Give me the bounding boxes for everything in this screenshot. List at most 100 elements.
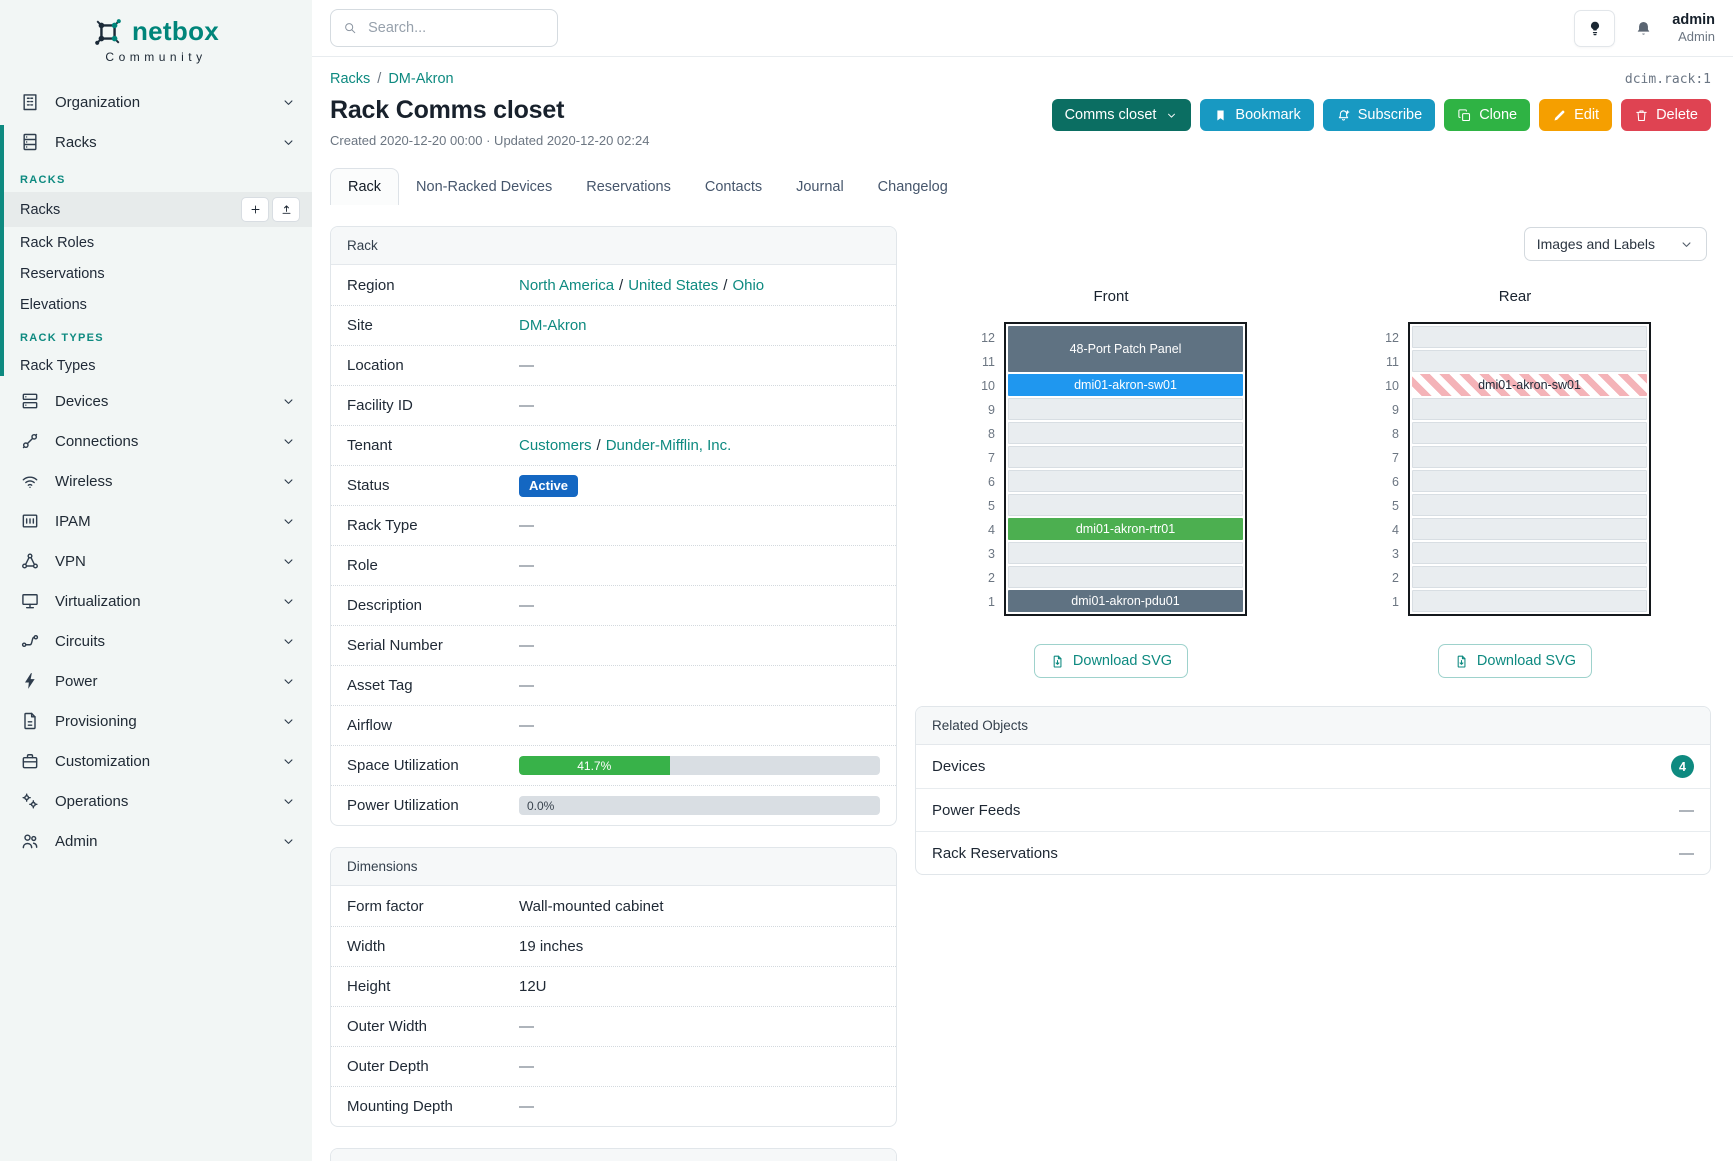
tab-contacts[interactable]: Contacts bbox=[704, 179, 763, 195]
subscribe-button[interactable]: Subscribe bbox=[1322, 99, 1436, 131]
rack-row-status: Status Active bbox=[331, 465, 896, 505]
unit-number: 2 bbox=[1392, 570, 1399, 585]
rear-download-svg-button[interactable]: Download SVG bbox=[1437, 644, 1593, 678]
tab-non-racked-devices[interactable]: Non-Racked Devices bbox=[416, 179, 553, 195]
comms-closet-button[interactable]: Comms closet bbox=[1051, 99, 1192, 131]
rack-panel-title: Rack bbox=[331, 227, 896, 265]
edit-button[interactable]: Edit bbox=[1539, 99, 1613, 131]
value-text: Wall-mounted cabinet bbox=[519, 897, 664, 915]
rear-elevation-title: Rear bbox=[1498, 288, 1532, 305]
search-input[interactable] bbox=[366, 19, 545, 37]
power-utilization-bar: 0.0% bbox=[519, 796, 880, 815]
sidebar-item-customization[interactable]: Customization bbox=[0, 741, 312, 781]
sidebar-item-provisioning[interactable]: Provisioning bbox=[0, 701, 312, 741]
link-united-states[interactable]: United States bbox=[628, 276, 719, 294]
sidebar-item-organization[interactable]: Organization bbox=[0, 82, 312, 122]
field-label: Tenant bbox=[347, 437, 393, 454]
sidebar-item-ipam[interactable]: IPAM bbox=[0, 501, 312, 541]
related-row-label: Rack Reservations bbox=[932, 844, 1058, 862]
field-label: Role bbox=[347, 557, 378, 574]
notifications-button[interactable] bbox=[1630, 15, 1657, 42]
field-value: — bbox=[519, 1098, 880, 1115]
sidebar-item-circuits[interactable]: Circuits bbox=[0, 621, 312, 661]
sidebar-item-virtualization[interactable]: Virtualization bbox=[0, 581, 312, 621]
sidebar-item-wireless[interactable]: Wireless bbox=[0, 461, 312, 501]
rack-device-48-port-patch-panel[interactable]: 48-Port Patch Panel bbox=[1008, 326, 1243, 372]
sidebar-section-racks: RACKS bbox=[20, 174, 66, 186]
elevation-view-select[interactable]: Images and Labels bbox=[1523, 227, 1707, 261]
file-download-icon bbox=[1457, 655, 1466, 668]
rack-empty-unit bbox=[1008, 422, 1243, 444]
progress-label: 0.0% bbox=[527, 798, 555, 813]
rack-device-dmi01-akron-rtr01[interactable]: dmi01-akron-rtr01 bbox=[1008, 518, 1243, 540]
link-north-america[interactable]: North America bbox=[519, 276, 615, 294]
unit-number: 5 bbox=[988, 498, 995, 513]
theme-toggle-button[interactable] bbox=[1574, 9, 1616, 47]
related-row-rack-reservations[interactable]: Rack Reservations — bbox=[916, 831, 1710, 874]
link-dunder-mifflin-inc[interactable]: Dunder-Mifflin, Inc. bbox=[605, 437, 732, 454]
racks-add-button[interactable] bbox=[241, 197, 269, 222]
sidebar-item-power[interactable]: Power bbox=[0, 661, 312, 701]
sidebar-item-vpn[interactable]: VPN bbox=[0, 541, 312, 581]
unit-number: 10 bbox=[1385, 378, 1399, 393]
global-search[interactable] bbox=[330, 9, 558, 47]
unit-number: 4 bbox=[1392, 522, 1399, 537]
delete-button[interactable]: Delete bbox=[1621, 99, 1711, 131]
link-ohio[interactable]: Ohio bbox=[732, 276, 765, 294]
sidebar-subitem-reservations[interactable]: Reservations bbox=[0, 258, 312, 289]
related-row-power-feeds[interactable]: Power Feeds — bbox=[916, 788, 1710, 831]
chevron-down-icon bbox=[284, 139, 293, 145]
sidebar-subitem-rack-roles[interactable]: Rack Roles bbox=[0, 227, 312, 258]
sidebar-subitem-elevations[interactable]: Elevations bbox=[0, 289, 312, 320]
user-menu[interactable]: admin Admin bbox=[1672, 11, 1715, 45]
chevron-down-icon bbox=[1165, 109, 1178, 122]
tab-changelog[interactable]: Changelog bbox=[877, 179, 948, 195]
connections-icon bbox=[22, 433, 38, 449]
racks-import-button[interactable] bbox=[272, 197, 300, 222]
chevron-down-icon bbox=[284, 798, 293, 804]
chevron-down-icon bbox=[281, 714, 296, 729]
breadcrumb-link-dm-akron[interactable]: DM-Akron bbox=[388, 71, 454, 87]
sidebar-subitem-racks[interactable]: Racks bbox=[0, 192, 312, 227]
clone-button[interactable]: Clone bbox=[1444, 99, 1531, 131]
value-text: — bbox=[519, 1058, 534, 1075]
chevron-down-icon bbox=[284, 558, 293, 564]
tab-journal[interactable]: Journal bbox=[796, 179, 844, 195]
wireless-icon bbox=[22, 476, 38, 489]
sidebar: netbox Community Organization Racks RACKS R… bbox=[0, 0, 312, 1161]
sidebar-item-label: Admin bbox=[55, 832, 98, 850]
power-icon bbox=[25, 673, 35, 689]
breadcrumb-link-racks[interactable]: Racks bbox=[330, 71, 371, 87]
sidebar-item-admin[interactable]: Admin bbox=[0, 821, 312, 861]
field-label: Mounting Depth bbox=[347, 1098, 453, 1115]
sidebar-item-connections[interactable]: Connections bbox=[0, 421, 312, 461]
chevron-down-icon bbox=[281, 135, 296, 150]
tab-reservations[interactable]: Reservations bbox=[586, 179, 671, 195]
chevron-down-icon bbox=[284, 99, 293, 105]
link-dm-akron[interactable]: DM-Akron bbox=[519, 317, 587, 334]
rack-empty-unit bbox=[1412, 590, 1647, 612]
sidebar-item-racks[interactable]: Racks bbox=[0, 122, 312, 162]
rack-empty-unit bbox=[1412, 326, 1647, 348]
value-text: 12U bbox=[519, 978, 547, 995]
bookmark-button[interactable]: Bookmark bbox=[1200, 99, 1314, 131]
progress-fill: 41.7% bbox=[519, 756, 670, 775]
unit-number: 8 bbox=[1392, 426, 1399, 441]
chevron-down-icon bbox=[281, 394, 296, 409]
rack-row-region: Region North America / United States / Ohio bbox=[331, 265, 896, 305]
related-row-devices[interactable]: Devices 4 bbox=[916, 745, 1710, 788]
field-value: North America / United States / Ohio bbox=[519, 277, 880, 294]
rack-device-dmi01-akron-pdu01[interactable]: dmi01-akron-pdu01 bbox=[1008, 590, 1243, 612]
rack-row-location: Location — bbox=[331, 345, 896, 385]
sidebar-item-devices[interactable]: Devices bbox=[0, 381, 312, 421]
unit-number: 6 bbox=[988, 474, 995, 489]
sidebar-subitem-rack-types[interactable]: Rack Types bbox=[0, 350, 312, 381]
sidebar-item-label: Devices bbox=[55, 392, 109, 410]
rack-device-dmi01-akron-sw01[interactable]: dmi01-akron-sw01 bbox=[1412, 374, 1647, 396]
front-download-svg-button[interactable]: Download SVG bbox=[1033, 644, 1189, 678]
sidebar-item-operations[interactable]: Operations bbox=[0, 781, 312, 821]
tab-rack[interactable]: Rack bbox=[330, 168, 400, 205]
rack-device-dmi01-akron-sw01[interactable]: dmi01-akron-sw01 bbox=[1008, 374, 1243, 396]
netbox-logo[interactable]: netbox Community bbox=[0, 0, 312, 72]
link-customers[interactable]: Customers bbox=[519, 437, 592, 454]
